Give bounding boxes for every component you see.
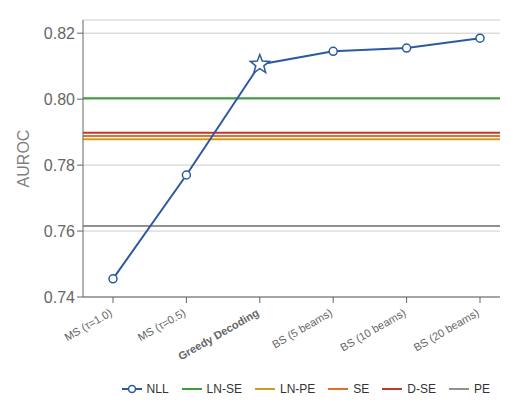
html-text:PE: PE [474, 382, 490, 396]
svg-text:MS (τ=1.0): MS (τ=1.0) [62, 306, 114, 343]
html-text:NLL: NLL [146, 382, 169, 396]
svg-text:AUROC: AUROC [15, 130, 32, 188]
svg-text:Greedy Decoding: Greedy Decoding [176, 306, 261, 362]
svg-text:BS (20 beams): BS (20 beams) [411, 306, 481, 353]
html-text:LN-PE: LN-PE [280, 382, 316, 396]
html-text:SE: SE [353, 382, 370, 396]
svg-text:0.76: 0.76 [44, 223, 75, 240]
svg-text:BS (5 beams): BS (5 beams) [270, 306, 334, 350]
svg-text:0.74: 0.74 [44, 289, 75, 306]
svg-text:0.80: 0.80 [44, 91, 75, 108]
html-text:D-SE: D-SE [407, 382, 436, 396]
svg-text:0.82: 0.82 [44, 25, 75, 42]
svg-text:0.78: 0.78 [44, 157, 75, 174]
svg-text:BS (10 beams): BS (10 beams) [338, 306, 408, 353]
svg-text:MS (τ=0.5): MS (τ=0.5) [136, 306, 188, 343]
html-text:LN-SE: LN-SE [206, 382, 242, 396]
